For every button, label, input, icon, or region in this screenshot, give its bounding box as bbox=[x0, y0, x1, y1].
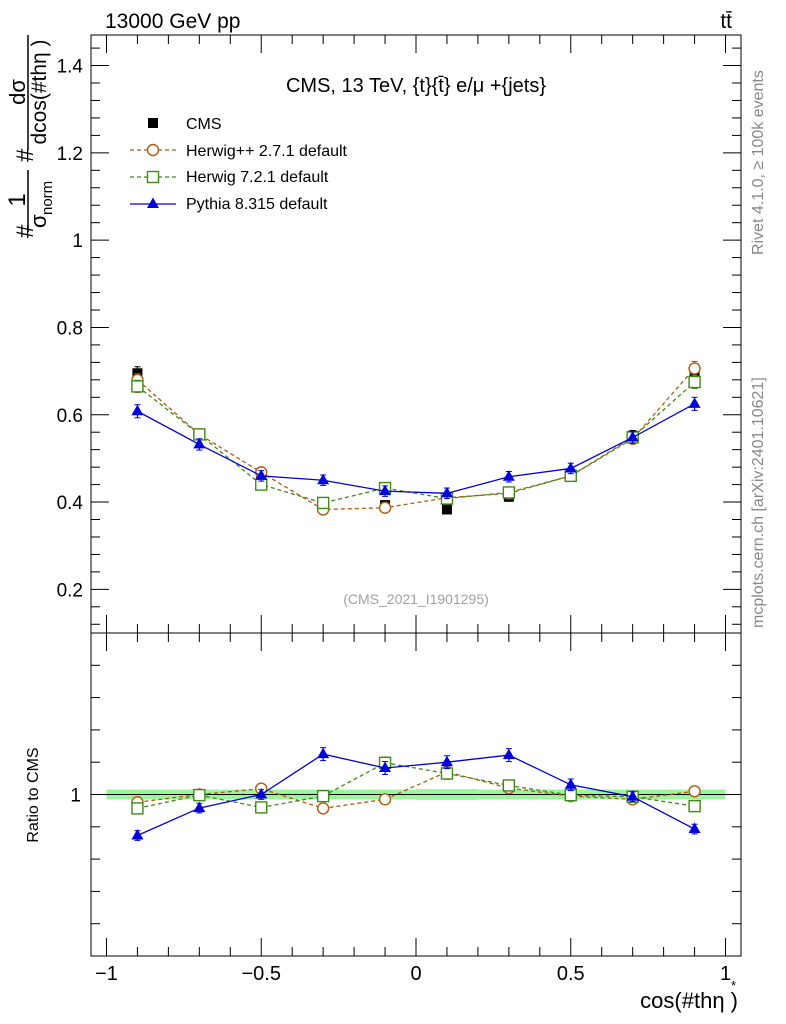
main-point-pythia bbox=[255, 469, 268, 480]
ylabel-dsigma: dσ bbox=[5, 79, 30, 105]
watermark: (CMS_2021_I1901295) bbox=[343, 591, 489, 607]
main-y-tick-label: 0.2 bbox=[57, 580, 83, 601]
main-line-herwig7 bbox=[137, 381, 696, 504]
main-point-pythia bbox=[502, 470, 515, 481]
ratio-point-herwigpp bbox=[688, 785, 701, 798]
ratio-point-pythia bbox=[688, 822, 701, 834]
ratio-point-herwig7 bbox=[193, 788, 206, 802]
ratio-point-pythia bbox=[626, 790, 639, 801]
ratio-series-layer bbox=[131, 747, 701, 841]
main-series-pythia bbox=[131, 396, 701, 500]
ratio-point-pythia bbox=[131, 829, 144, 840]
ratio-point-herwig7 bbox=[564, 788, 577, 802]
ratio-y-tick-label: 1 bbox=[70, 786, 81, 807]
main-point-herwig7 bbox=[688, 375, 701, 389]
ratio-point-pythia bbox=[317, 747, 330, 759]
ratio-y-axis: 1 bbox=[70, 664, 741, 925]
main-point-cms bbox=[441, 504, 452, 515]
ratio-point-herwig7 bbox=[255, 801, 268, 814]
legend-entry-herwigpp: Herwig++ 2.7.1 default bbox=[130, 143, 348, 160]
process-label: tt̄ bbox=[720, 10, 732, 33]
legend-label-pythia: Pythia 8.315 default bbox=[186, 196, 328, 213]
main-point-pythia bbox=[626, 430, 639, 442]
main-x-ticks bbox=[105, 35, 727, 633]
legend-label-herwigpp: Herwig++ 2.7.1 default bbox=[186, 143, 348, 160]
ylabel-numerator-one: 1 bbox=[4, 193, 31, 206]
x-axis-label: cos(#thη ) bbox=[640, 988, 738, 1013]
main-y-tick-label: 0.6 bbox=[57, 406, 83, 427]
ylabel-sigma: σ bbox=[26, 214, 51, 228]
main-point-pythia bbox=[193, 437, 206, 449]
mcplots-label: mcplots.cern.ch [arXiv:2401.10621] bbox=[750, 377, 767, 628]
main-y-axis: 0.2 0.4 0.6 0.8 1 1.2 1.4 bbox=[57, 47, 741, 625]
main-point-pythia bbox=[131, 404, 144, 416]
legend-marker-cms bbox=[148, 118, 158, 128]
x-axis-label-star: * bbox=[731, 978, 736, 993]
ratio-point-pythia bbox=[255, 788, 268, 799]
main-y-label: # 1 σ norm # dσ dcos(#thη ) bbox=[4, 35, 56, 238]
ratio-point-herwigpp bbox=[316, 802, 330, 815]
ratio-point-pythia bbox=[193, 801, 206, 813]
ratio-line-pythia bbox=[137, 753, 695, 837]
main-y-tick-label: 0.8 bbox=[57, 318, 83, 339]
main-point-herwigpp bbox=[688, 362, 701, 375]
main-title: CMS, 13 TeV, {t}{t̄} e/μ +{jets} bbox=[286, 75, 546, 97]
main-point-herwig7 bbox=[316, 496, 330, 510]
legend-entry-pythia: Pythia 8.315 default bbox=[130, 196, 328, 213]
ylabel-norm: norm bbox=[39, 181, 56, 215]
main-y-tick-label: 1 bbox=[72, 231, 83, 252]
legend-label-cms: CMS bbox=[186, 116, 222, 133]
ratio-series-pythia bbox=[131, 747, 701, 841]
ratio-line-herwigpp bbox=[137, 771, 695, 810]
main-point-herwigpp bbox=[378, 501, 392, 514]
legend-marker-herwig7 bbox=[146, 170, 160, 184]
x-tick-label: 0 bbox=[410, 963, 421, 985]
main-y-tick-label: 0.4 bbox=[57, 493, 84, 514]
main-point-pythia bbox=[440, 486, 453, 498]
main-line-herwigpp bbox=[136, 368, 696, 511]
ratio-point-pythia bbox=[440, 755, 453, 767]
ylabel-hash-2: # bbox=[12, 148, 39, 162]
legend-label-herwig7: Herwig 7.2.1 default bbox=[186, 169, 329, 186]
main-series-herwig7 bbox=[131, 374, 701, 510]
x-tick-label: 1 bbox=[720, 963, 731, 985]
rivet-label: Rivet 4.1.0, ≥ 100k events bbox=[750, 70, 767, 255]
main-line-pythia bbox=[137, 403, 695, 494]
ylabel-hash-1: # bbox=[12, 224, 39, 238]
main-point-pythia bbox=[317, 473, 330, 485]
x-tick-label: −0.5 bbox=[241, 963, 280, 985]
ratio-point-herwig7 bbox=[440, 767, 454, 780]
energy-label: 13000 GeV pp bbox=[105, 10, 240, 33]
ratio-point-pythia bbox=[502, 748, 515, 760]
main-point-pythia bbox=[564, 461, 577, 473]
legend-marker-herwigpp bbox=[146, 143, 160, 157]
main-point-pythia bbox=[688, 397, 701, 408]
ylabel-denominator: dcos(#thη ) bbox=[28, 39, 51, 144]
main-y-tick-label: 1.4 bbox=[57, 57, 84, 78]
legend-entry-cms: CMS bbox=[148, 116, 222, 133]
ratio-x-axis: −1 −0.5 0 0.5 1 bbox=[95, 633, 731, 985]
x-tick-label: 0.5 bbox=[557, 963, 585, 985]
legend-marker-pythia bbox=[147, 197, 159, 208]
x-tick-label: −1 bbox=[95, 963, 118, 985]
ratio-point-herwig7 bbox=[502, 779, 516, 792]
main-point-herwig7 bbox=[131, 380, 144, 393]
main-y-tick-label: 1.2 bbox=[57, 144, 83, 165]
ratio-line-herwig7 bbox=[137, 762, 695, 810]
main-series-layer bbox=[131, 360, 701, 516]
ratio-point-herwigpp bbox=[378, 793, 392, 806]
legend: CMS Herwig++ 2.7.1 default Herwig 7.2.1 … bbox=[130, 116, 348, 213]
ratio-point-herwig7 bbox=[688, 799, 701, 813]
ratio-point-pythia bbox=[564, 778, 577, 789]
main-point-pythia bbox=[379, 484, 392, 496]
ratio-y-label: Ratio to CMS bbox=[25, 747, 42, 842]
ratio-point-herwig7 bbox=[131, 802, 144, 815]
ratio-point-pythia bbox=[379, 761, 392, 773]
main-point-herwig7 bbox=[502, 486, 516, 499]
ratio-point-herwig7 bbox=[316, 789, 330, 803]
legend-entry-herwig7: Herwig 7.2.1 default bbox=[130, 169, 329, 186]
